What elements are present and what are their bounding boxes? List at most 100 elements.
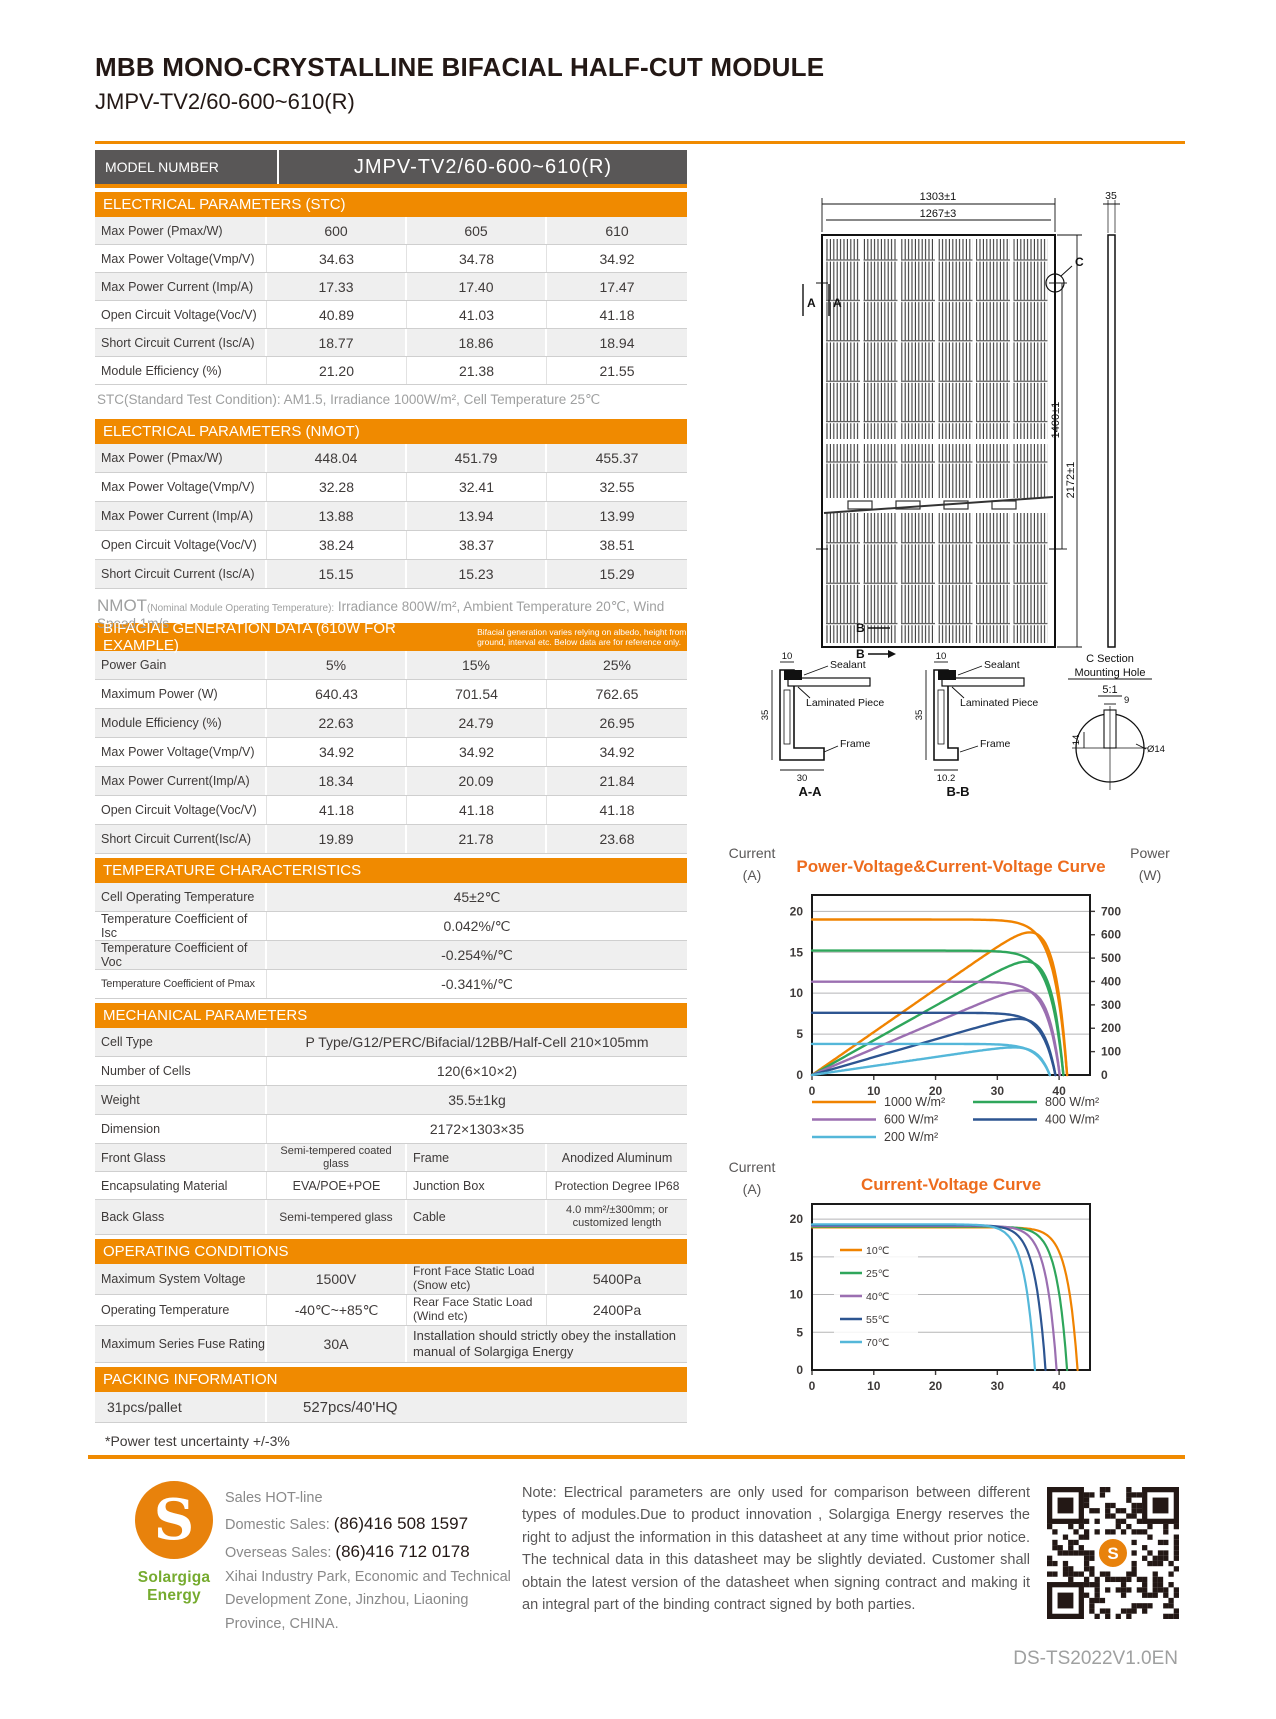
mounting-hole-callout [1045, 273, 1065, 293]
svg-text:0: 0 [796, 1363, 803, 1377]
table-row: Dimension 2172×1303×35 [95, 1115, 687, 1144]
legal-note: Note: Electrical parameters are only use… [522, 1485, 1030, 1614]
svg-text:A-A: A-A [798, 784, 822, 799]
svg-text:Current-Voltage Curve: Current-Voltage Curve [861, 1175, 1041, 1194]
svg-text:40℃: 40℃ [866, 1291, 890, 1303]
svg-text:Power: Power [1130, 845, 1170, 861]
table-row: Cell Operating Temperature 45±2℃ [95, 883, 687, 912]
table-row: Maximum Power (W) 640.43 701.54 762.65 [95, 680, 687, 709]
svg-text:1000 W/m²: 1000 W/m² [884, 1095, 945, 1109]
header-divider [95, 141, 1185, 144]
marker-b: B [856, 647, 865, 661]
svg-text:0: 0 [809, 1084, 816, 1098]
svg-text:300: 300 [1101, 998, 1121, 1012]
svg-text:S: S [1107, 1544, 1118, 1563]
contact-block: Sales HOT-line Domestic Sales: (86)416 5… [225, 1487, 515, 1636]
svg-text:200 W/m²: 200 W/m² [884, 1130, 938, 1144]
model-number-value: JMPV-TV2/60-600~610(R) [279, 150, 687, 184]
svg-text:55℃: 55℃ [866, 1314, 890, 1326]
svg-text:C Section: C Section [1086, 653, 1134, 665]
svg-text:Power-Voltage&Current-Voltage: Power-Voltage&Current-Voltage Curve [796, 857, 1105, 876]
page-title: MBB MONO-CRYSTALLINE BIFACIAL HALF-CUT M… [95, 52, 825, 82]
svg-text:30: 30 [797, 773, 808, 784]
svg-text:Frame: Frame [840, 738, 870, 750]
page-header: MBB MONO-CRYSTALLINE BIFACIAL HALF-CUT M… [95, 52, 1185, 115]
svg-text:10: 10 [867, 1084, 881, 1098]
module-technical-drawing: 35 1303±1 1267±3 1400±1 2172±1 C A A B B [760, 190, 1165, 799]
table-row: Max Power Voltage(Vmp/V) 34.92 34.92 34.92 [95, 738, 687, 767]
spec-tables-column: MODEL NUMBER JMPV-TV2/60-600~610(R) ELEC… [95, 150, 687, 1449]
svg-text:10.2: 10.2 [937, 773, 956, 784]
svg-text:Sealant: Sealant [830, 659, 866, 671]
power-test-note: *Power test uncertainty +/-3% [105, 1433, 290, 1449]
pv-iv-curve-chart: Power-Voltage&Current-Voltage Curve Curre… [712, 842, 1182, 1149]
section-header-bifacial: BIFACIAL GENERATION DATA (610W FOR EXAMP… [95, 620, 687, 654]
nmot-footnote: NMOT(Nominal Module Operating Temperatur… [97, 596, 665, 631]
marker-a: A [833, 296, 842, 310]
table-row: Module Efficiency (%) 22.63 24.79 26.95 [95, 709, 687, 738]
dim-thickness: 35 [1105, 190, 1117, 202]
svg-text:35: 35 [914, 710, 925, 721]
table-row: Encapsulating Material EVA/POE+POE Junctio… [95, 1172, 687, 1200]
svg-text:25℃: 25℃ [866, 1268, 890, 1280]
svg-text:Sealant: Sealant [984, 659, 1020, 671]
svg-text:70℃: 70℃ [866, 1337, 890, 1349]
domestic-sales: Domestic Sales: (86)416 508 1597 [225, 1514, 469, 1534]
svg-text:35: 35 [760, 710, 771, 721]
dim-height-outer: 2172±1 [1065, 462, 1077, 499]
table-row: Open Circuit Voltage(Voc/V) 40.89 41.03 41.… [95, 301, 687, 329]
table-row: Temperature Coefficient of Voc -0.254%/℃ [95, 941, 687, 970]
section-header-nmot: ELECTRICAL PARAMETERS (NMOT) [95, 419, 687, 444]
nmot-table: Max Power (Pmax/W) 448.04 451.79 455.37 Max… [95, 444, 687, 589]
marker-b: B [856, 621, 865, 635]
svg-text:40: 40 [1052, 1084, 1066, 1098]
svg-text:Laminated Piece: Laminated Piece [960, 697, 1038, 709]
section-header-temperature: TEMPERATURE CHARACTERISTICS [95, 858, 687, 883]
svg-text:10: 10 [936, 651, 947, 662]
module-front-view [816, 234, 1061, 648]
table-row: Open Circuit Voltage(Voc/V) 41.18 41.18 41.… [95, 796, 687, 825]
svg-text:30: 30 [991, 1084, 1005, 1098]
svg-text:Mounting Hole: Mounting Hole [1075, 667, 1146, 679]
svg-text:B-B: B-B [946, 784, 969, 799]
table-row: Max Power Current (Imp/A) 17.33 17.40 17.47 [95, 273, 687, 301]
logo-company-name: Solargiga Energy [137, 1569, 211, 1604]
svg-text:700: 700 [1101, 904, 1121, 918]
table-row: Temperature Coefficient of Isc 0.042%/℃ [95, 912, 687, 941]
svg-text:Laminated Piece: Laminated Piece [806, 697, 884, 709]
table-row: Short Circuit Current(Isc/A) 19.89 21.78 23… [95, 825, 687, 854]
svg-text:400 W/m²: 400 W/m² [1045, 1113, 1099, 1127]
dim-width-inner: 1267±3 [920, 208, 957, 220]
svg-text:600 W/m²: 600 W/m² [884, 1113, 938, 1127]
bifacial-table: Power Gain 5% 15% 25% Maximum Power (W) 640.… [95, 651, 687, 854]
table-row: Max Power Voltage(Vmp/V) 32.28 32.41 32.55 [95, 473, 687, 502]
svg-text:20: 20 [790, 904, 804, 918]
model-number-bar: MODEL NUMBER JMPV-TV2/60-600~610(R) [95, 150, 687, 188]
mechanical-table: Cell Type P Type/G12/PERC/Bifacial/12BB/H… [95, 1028, 687, 1235]
table-row: Cell Type P Type/G12/PERC/Bifacial/12BB/H… [95, 1028, 687, 1057]
address-line: Development Zone, Jinzhou, Liaoning [225, 1592, 469, 1609]
address-line: Xihai Industry Park, Economic and Techni… [225, 1568, 511, 1585]
footer-divider [88, 1455, 1185, 1459]
table-row: Short Circuit Current (Isc/A) 18.77 18.86 1… [95, 329, 687, 357]
svg-text:800 W/m²: 800 W/m² [1045, 1095, 1099, 1109]
table-row: Open Circuit Voltage(Voc/V) 38.24 38.37 38.… [95, 531, 687, 560]
svg-text:600: 600 [1101, 928, 1121, 942]
svg-text:14: 14 [1071, 735, 1082, 746]
svg-text:Current: Current [729, 845, 776, 861]
table-row: Power Gain 5% 15% 25% [95, 651, 687, 680]
iv-temperature-chart: Current-Voltage Curve Current (A) 0 5 10 15 20 0… [712, 1152, 1182, 1405]
table-row: Short Circuit Current (Isc/A) 15.15 15.23 1… [95, 560, 687, 589]
svg-text:10: 10 [790, 986, 804, 1000]
table-row: Module Efficiency (%) 21.20 21.38 21.55 [95, 357, 687, 385]
table-row: Front Glass Semi-tempered coated glass Fra… [95, 1144, 687, 1172]
section-header-packing: PACKING INFORMATION [95, 1367, 687, 1392]
section-c-mounting-hole: C Section Mounting Hole 5:1 9 14 Ø14 [1068, 653, 1165, 790]
svg-text:0: 0 [809, 1379, 816, 1393]
overseas-sales: Overseas Sales: (86)416 712 0178 [225, 1542, 470, 1562]
table-row: Max Power Current (Imp/A) 13.88 13.94 13.99 [95, 502, 687, 531]
svg-text:5:1: 5:1 [1102, 684, 1117, 696]
svg-text:20: 20 [929, 1379, 943, 1393]
svg-text:10: 10 [790, 1288, 804, 1302]
svg-text:15: 15 [790, 1250, 804, 1264]
